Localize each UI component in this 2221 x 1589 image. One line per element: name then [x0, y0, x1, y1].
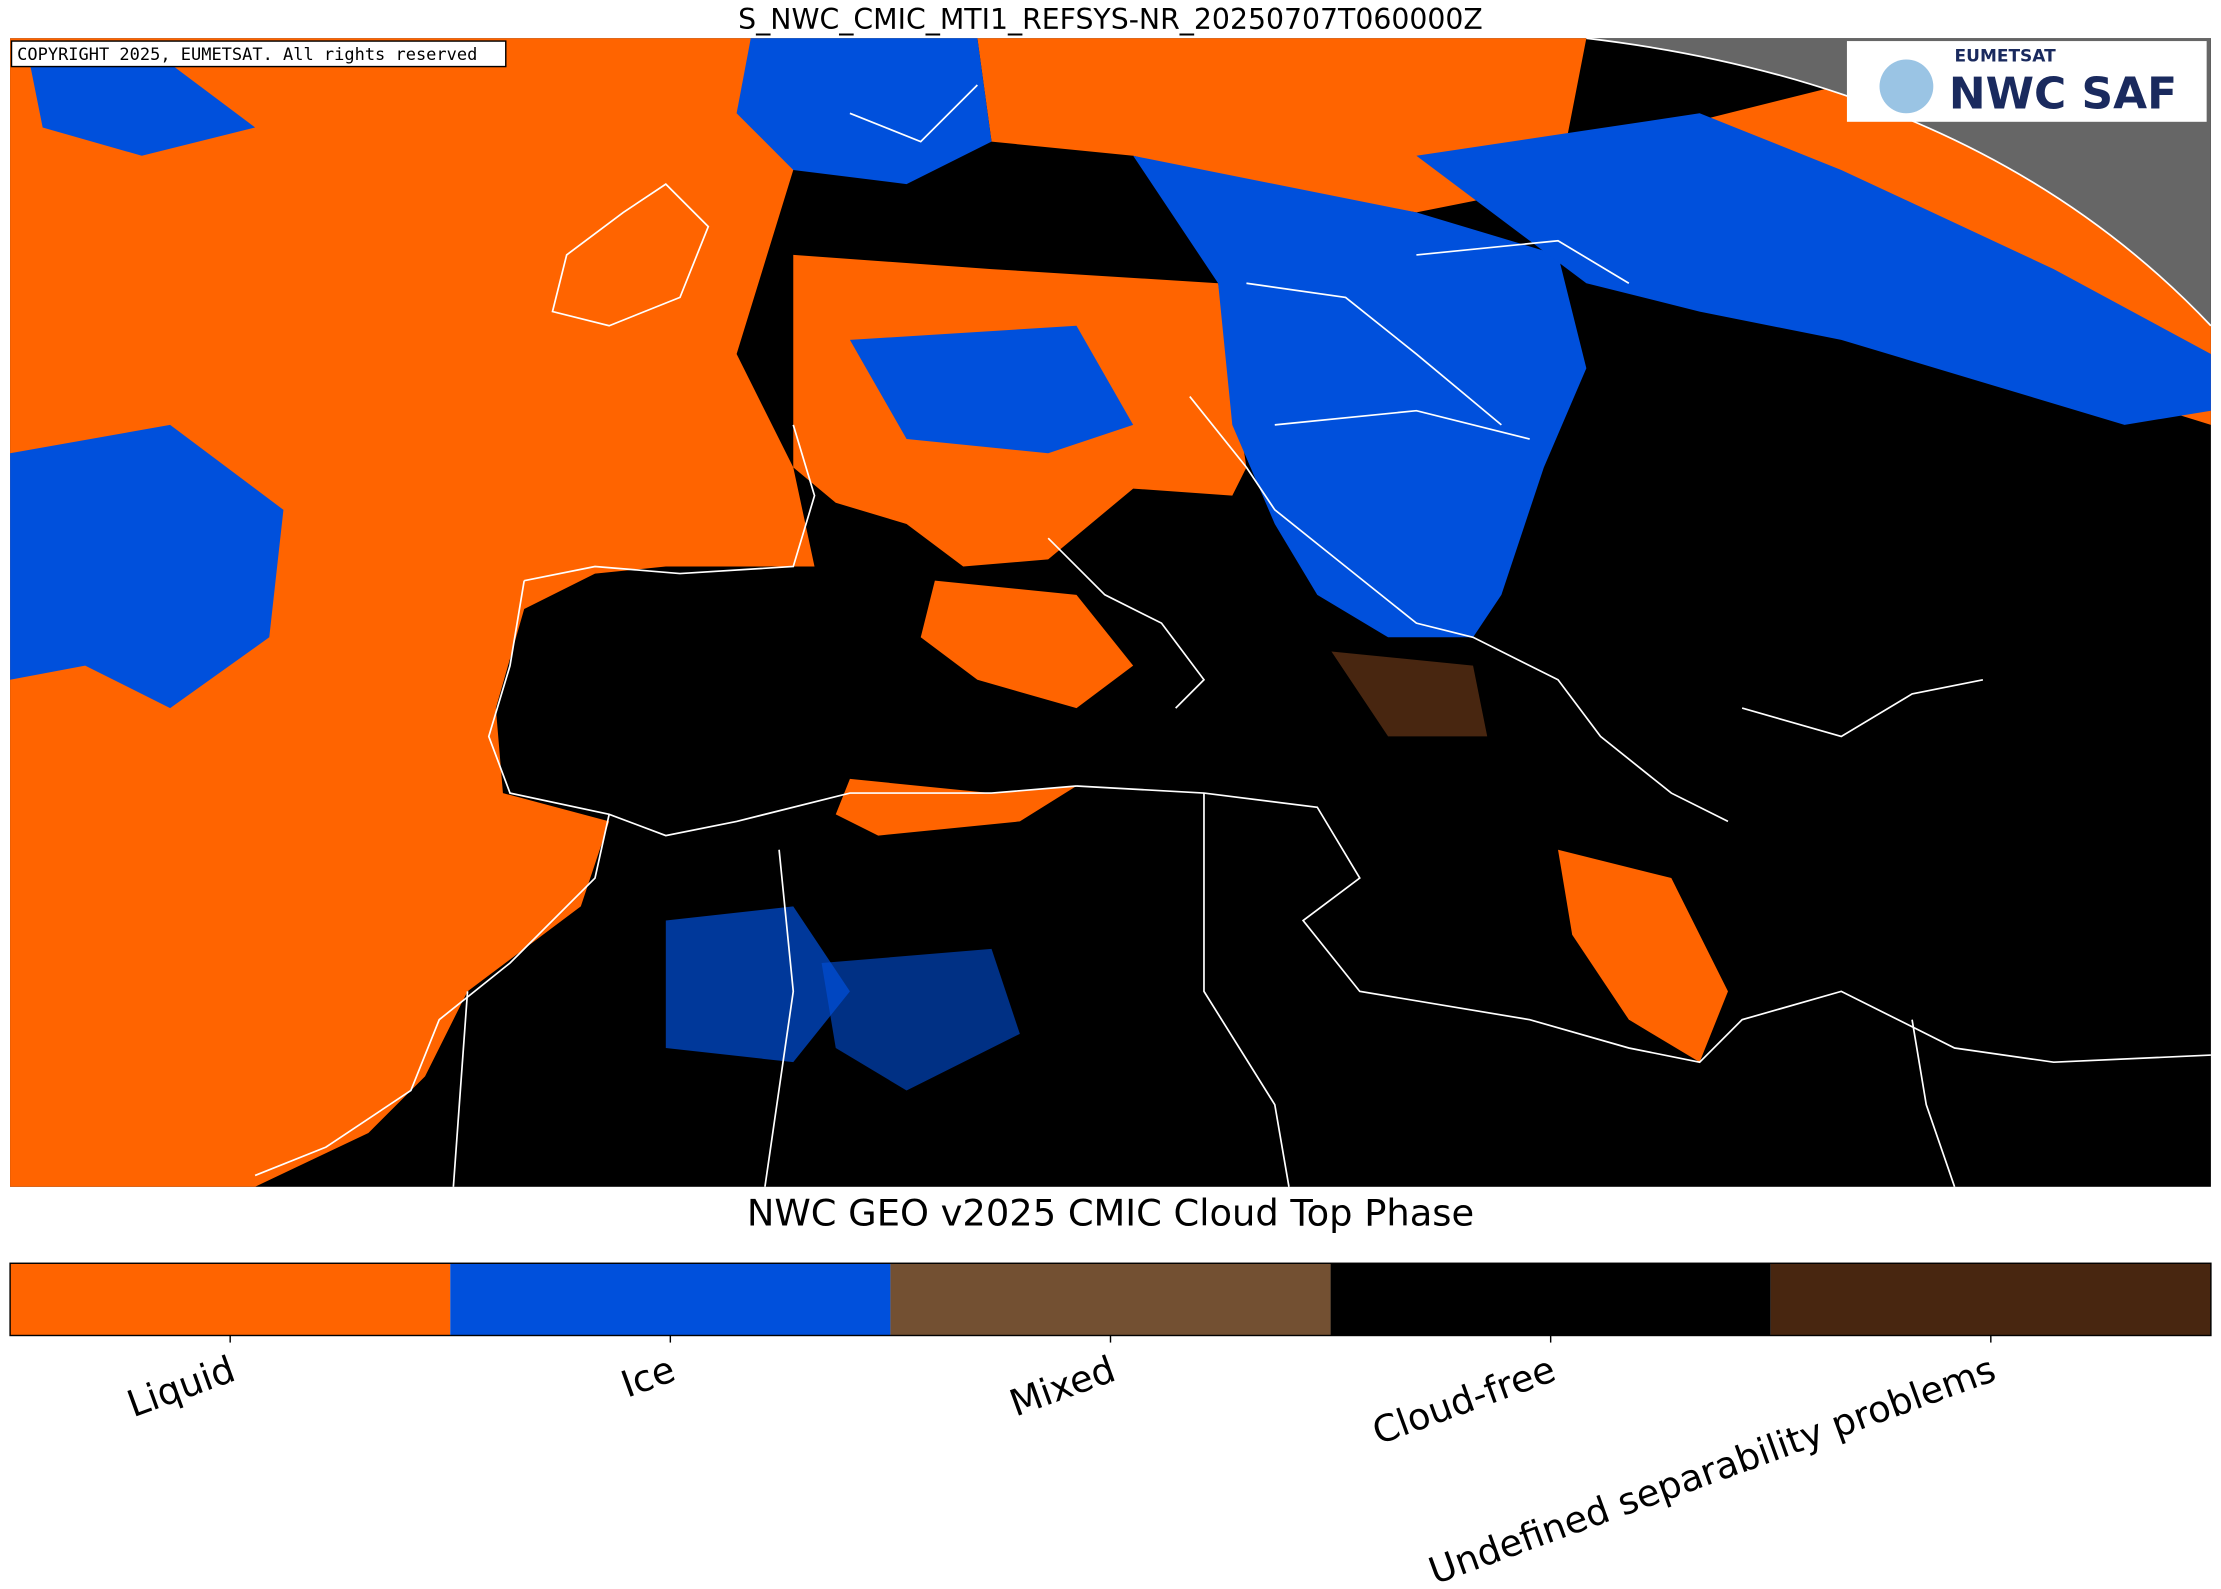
legend-swatch: [1770, 1263, 2211, 1336]
legend-label: Liquid: [121, 1348, 240, 1426]
legend-label: Mixed: [1004, 1348, 1121, 1426]
map-title: S_NWC_CMIC_MTI1_REFSYS-NR_20250707T06000…: [738, 3, 1483, 36]
legend-swatch: [10, 1263, 451, 1336]
logo-name: NWC SAF: [1949, 68, 2177, 119]
legend-title: NWC GEO v2025 CMIC Cloud Top Phase: [747, 1192, 1474, 1235]
legend-swatch: [450, 1263, 891, 1336]
logo-org: EUMETSAT: [1955, 47, 2057, 67]
legend-swatch: [1330, 1263, 1771, 1336]
logo: EUMETSAT NWC SAF: [1846, 41, 2207, 122]
legend-swatch: [890, 1263, 1331, 1336]
legend-label: Cloud-free: [1367, 1348, 1561, 1454]
legend-label: Ice: [615, 1348, 680, 1407]
copyright: COPYRIGHT 2025, EUMETSAT. All rights res…: [17, 45, 477, 65]
satellite-map: [10, 37, 2212, 1188]
copyright-box: [10, 40, 507, 68]
legend-frame: [9, 1262, 2212, 1337]
